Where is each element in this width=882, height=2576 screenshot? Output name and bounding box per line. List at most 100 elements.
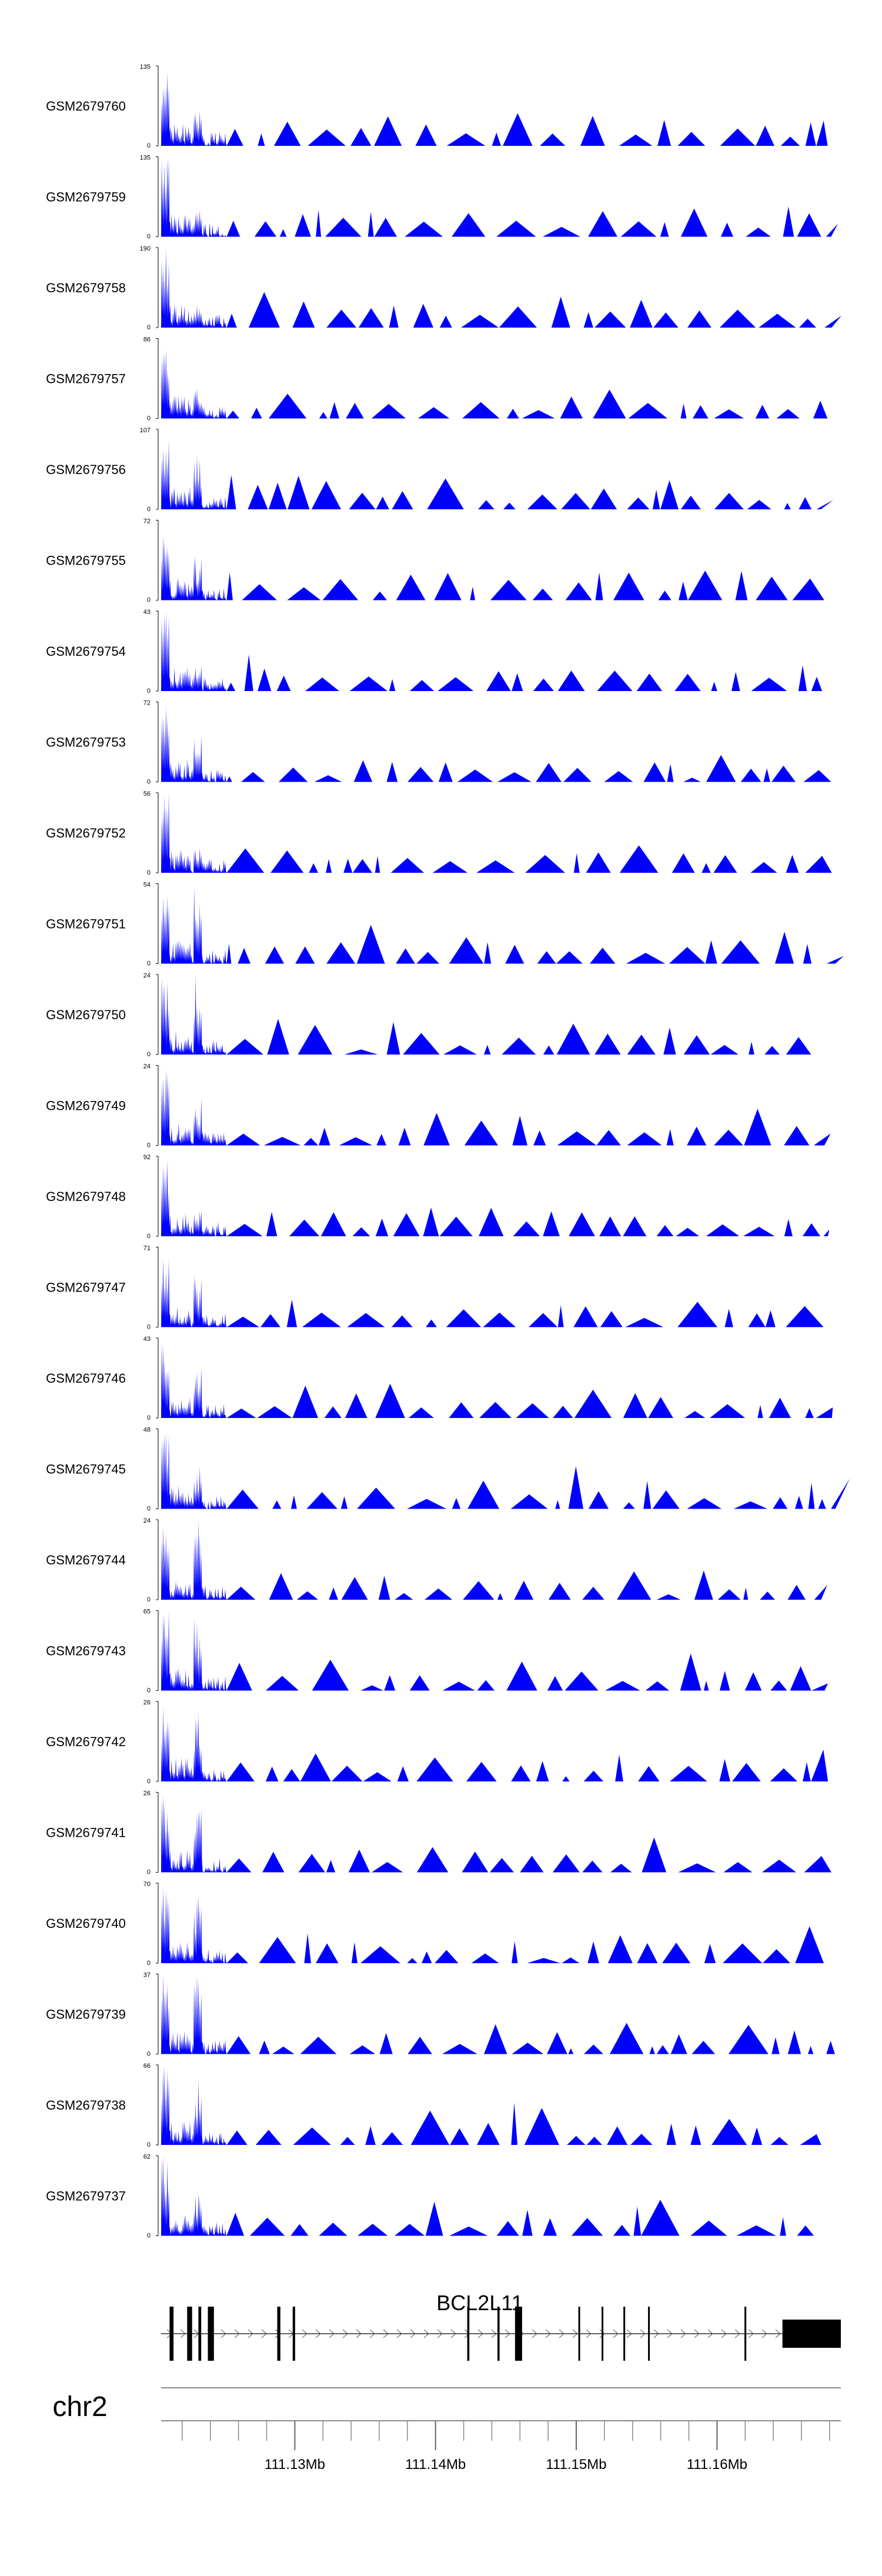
strand-arrow [545, 2329, 551, 2338]
coverage-area [161, 535, 824, 600]
y-min-label: 0 [147, 1506, 151, 1513]
track-GSM2679751: GSM2679751 54 0 [46, 882, 844, 967]
y-min-label: 0 [147, 1869, 151, 1876]
y-min-label: 0 [147, 1051, 151, 1058]
exon-block [198, 2307, 202, 2361]
y-min-label: 0 [147, 960, 151, 967]
strand-arrow [396, 2329, 402, 2338]
chromosome-label: chr2 [52, 2391, 107, 2422]
track-GSM2679748: GSM2679748 92 0 [46, 1154, 830, 1240]
strand-arrow [342, 2329, 348, 2338]
track-GSM2679744: GSM2679744 24 0 [46, 1517, 827, 1603]
genome-axis-track: chr2 111.13Mb 111.14Mb 111.15Mb 111.16Mb [52, 2387, 841, 2472]
track-GSM2679756: GSM2679756 107 0 [46, 427, 834, 513]
coverage-area [161, 1974, 836, 2054]
coverage-area [161, 1707, 828, 1781]
coverage-area [161, 1612, 828, 1691]
strand-arrow [599, 2329, 605, 2338]
y-max-label: 65 [143, 1609, 151, 1616]
track-GSM2679746: GSM2679746 43 0 [46, 1336, 833, 1422]
y-max-label: 43 [143, 1336, 151, 1343]
track-label: GSM2679740 [46, 1916, 126, 1931]
strand-arrow [410, 2329, 416, 2338]
y-min-label: 0 [147, 779, 151, 786]
track-label: GSM2679742 [46, 1734, 126, 1749]
track-label: GSM2679750 [46, 1007, 126, 1022]
track-label: GSM2679754 [46, 644, 126, 659]
coverage-area [161, 71, 828, 146]
coverage-area [161, 705, 831, 782]
strand-arrow [477, 2329, 483, 2338]
track-label: GSM2679748 [46, 1189, 126, 1204]
track-GSM2679759: GSM2679759 135 0 [46, 155, 838, 241]
strand-arrow [356, 2329, 362, 2338]
strand-arrow [383, 2329, 389, 2338]
strand-arrow [680, 2329, 686, 2338]
y-max-label: 54 [143, 882, 151, 889]
y-max-label: 26 [143, 1790, 151, 1797]
y-max-label: 43 [143, 609, 151, 616]
y-min-label: 0 [147, 688, 151, 695]
strand-arrow [721, 2329, 727, 2338]
strand-arrow [234, 2329, 240, 2338]
y-max-label: 71 [143, 1245, 151, 1252]
exon-block [292, 2307, 295, 2361]
axis-tick-label: 111.15Mb [546, 2457, 606, 2472]
exon-block [497, 2307, 500, 2361]
track-label: GSM2679756 [46, 462, 126, 477]
track-label: GSM2679739 [46, 2007, 126, 2022]
coverage-area [161, 2156, 825, 2236]
strand-arrow [532, 2329, 537, 2338]
track-label: GSM2679738 [46, 2098, 126, 2113]
y-min-label: 0 [147, 597, 151, 604]
track-label: GSM2679746 [46, 1371, 126, 1386]
exon-block [208, 2307, 214, 2361]
y-max-label: 24 [143, 1517, 151, 1524]
exon-block [514, 2307, 522, 2361]
exon-block [782, 2320, 841, 2348]
coverage-area [161, 440, 834, 509]
y-min-label: 0 [147, 1142, 151, 1149]
track-label: GSM2679752 [46, 826, 126, 840]
strand-arrow [505, 2329, 510, 2338]
track-GSM2679738: GSM2679738 66 0 [46, 2063, 821, 2148]
track-GSM2679760: GSM2679760 135 0 [46, 64, 828, 149]
y-min-label: 0 [147, 2233, 151, 2240]
strand-arrow [734, 2329, 740, 2338]
y-min-label: 0 [147, 324, 151, 331]
track-GSM2679739: GSM2679739 37 0 [46, 1972, 836, 2058]
y-min-label: 0 [147, 2141, 151, 2148]
strand-arrow [180, 2329, 186, 2338]
y-min-label: 0 [147, 869, 151, 876]
y-max-label: 24 [143, 1063, 151, 1070]
exon-block [169, 2307, 174, 2361]
signal-tracks: GSM2679760 135 0 GSM2679759 135 0 GSM2679758 19… [46, 64, 850, 2240]
y-min-label: 0 [147, 1687, 151, 1694]
y-min-label: 0 [147, 1596, 151, 1603]
track-label: GSM2679753 [46, 735, 126, 750]
coverage-area [161, 1520, 827, 1600]
track-label: GSM2679737 [46, 2189, 126, 2204]
coverage-area [161, 2066, 821, 2145]
y-min-label: 0 [147, 2051, 151, 2058]
track-label: GSM2679759 [46, 190, 126, 205]
y-max-label: 135 [140, 64, 151, 71]
strand-arrow [450, 2329, 456, 2338]
coverage-area [161, 1259, 831, 1327]
gene-name-label: BCL2L11 [436, 2291, 523, 2315]
strand-arrow [329, 2329, 335, 2338]
coverage-area [161, 1888, 832, 1963]
strand-arrow [248, 2329, 253, 2338]
exon-block [187, 2307, 192, 2361]
track-label: GSM2679755 [46, 553, 126, 568]
y-max-label: 107 [140, 427, 151, 434]
track-GSM2679758: GSM2679758 190 0 [46, 245, 842, 331]
exon-block [578, 2307, 580, 2361]
strand-arrow [302, 2329, 308, 2338]
y-min-label: 0 [147, 1960, 151, 1967]
y-max-label: 92 [143, 1154, 151, 1161]
coverage-area [161, 349, 836, 419]
strand-arrow [437, 2329, 443, 2338]
y-max-label: 72 [143, 700, 151, 707]
